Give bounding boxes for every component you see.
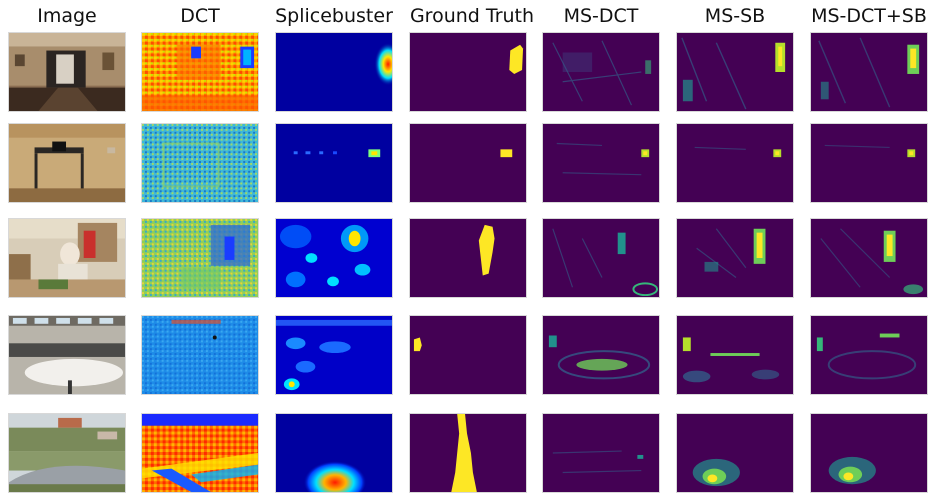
- row3-splicebuster: [275, 218, 393, 298]
- row1-ms-sb: [676, 32, 794, 112]
- row4-dct: [141, 315, 259, 395]
- header-ms-dct-sb: MS-DCT+SB: [811, 5, 927, 27]
- row1-image: [8, 32, 126, 112]
- row5-ms-dct-sb: [810, 413, 928, 493]
- row5-ground-truth: [409, 413, 527, 493]
- row4-ms-dct: [542, 315, 660, 395]
- row4-ground-truth: [409, 315, 527, 395]
- row1-splicebuster: [275, 32, 393, 112]
- row2-ms-dct: [542, 123, 660, 203]
- row5-image: [8, 413, 126, 493]
- row4-image: [8, 315, 126, 395]
- header-dct: DCT: [180, 5, 220, 27]
- header-image: Image: [37, 5, 97, 27]
- row5-ms-sb: [676, 413, 794, 493]
- header-ms-dct: MS-DCT: [563, 5, 639, 27]
- row2-ms-sb: [676, 123, 794, 203]
- row2-image: [8, 123, 126, 203]
- row3-ms-sb: [676, 218, 794, 298]
- row4-ms-sb: [676, 315, 794, 395]
- row1-dct: [141, 32, 259, 112]
- row1-ground-truth: [409, 32, 527, 112]
- row3-ms-dct: [542, 218, 660, 298]
- row2-dct: [141, 123, 259, 203]
- row4-ms-dct-sb: [810, 315, 928, 395]
- row3-dct: [141, 218, 259, 298]
- header-splicebuster: Splicebuster: [275, 5, 393, 27]
- header-ms-sb: MS-SB: [704, 5, 766, 27]
- row5-ms-dct: [542, 413, 660, 493]
- row3-image: [8, 218, 126, 298]
- row2-ground-truth: [409, 123, 527, 203]
- row5-dct: [141, 413, 259, 493]
- row1-ms-dct: [542, 32, 660, 112]
- row2-ms-dct-sb: [810, 123, 928, 203]
- header-ground-truth: Ground Truth: [409, 5, 535, 27]
- row3-ms-dct-sb: [810, 218, 928, 298]
- row3-ground-truth: [409, 218, 527, 298]
- row4-splicebuster: [275, 315, 393, 395]
- row2-splicebuster: [275, 123, 393, 203]
- row1-ms-dct-sb: [810, 32, 928, 112]
- row5-splicebuster: [275, 413, 393, 493]
